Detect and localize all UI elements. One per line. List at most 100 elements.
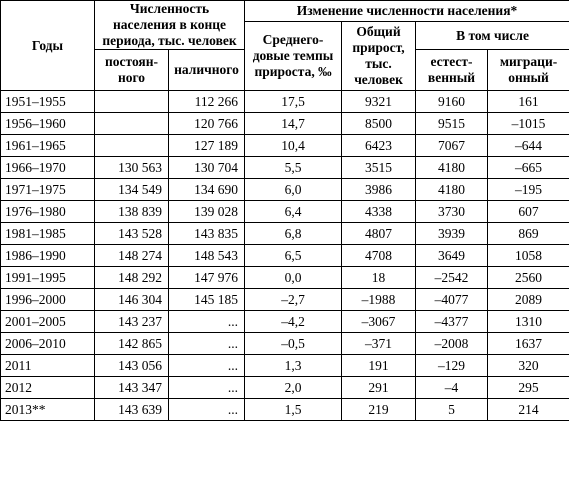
year-cell: 1981–1985: [0, 222, 95, 245]
table-row: 2013** 143 639... 1,5 219 5 214: [0, 398, 569, 421]
total-growth-cell: 4708: [341, 244, 417, 267]
total-growth-cell: 291: [341, 376, 417, 399]
year-cell: 1966–1970: [0, 156, 95, 179]
permanent-population-cell: 146 304: [94, 288, 169, 311]
year-cell: 2013**: [0, 398, 95, 421]
permanent-population-cell: 134 549: [94, 178, 169, 201]
migration-growth-cell: –1015: [487, 112, 569, 135]
avg-growth-rate-cell: 6,0: [244, 178, 343, 201]
table-row: 1991–1995 148 292 147 976 0,0 18 –2542 2560: [0, 266, 569, 289]
natural-growth-cell: 7067: [415, 134, 489, 157]
present-population-cell: ...: [167, 332, 246, 355]
including-header: В том числе: [415, 21, 569, 50]
table-row: 1951–1955 112 266 17,5 9321 9160 161: [0, 90, 569, 113]
avg-growth-rate-cell: 1,5: [244, 398, 343, 421]
natural-growth-cell: 4180: [415, 156, 489, 179]
natural-growth-cell: 9515: [415, 112, 489, 135]
year-cell: 1961–1965: [0, 134, 95, 157]
avg-growth-rate-cell: –4,2: [244, 310, 343, 333]
natural-growth-cell: –4077: [415, 288, 489, 311]
present-population-cell: 143 835: [167, 222, 246, 245]
present-population-cell: 145 185: [167, 288, 246, 311]
avg-growth-rate-cell: –2,7: [244, 288, 343, 311]
table-row: 2011 143 056... 1,3 191 –129 320: [0, 354, 569, 377]
year-cell: 2012: [0, 376, 95, 399]
migration-growth-cell: 869: [487, 222, 569, 245]
table-row: 1976–1980 138 839 139 028 6,4 4338 3730 607: [0, 200, 569, 223]
table-header: Годы Численность населения в конце перио…: [0, 0, 569, 91]
year-cell: 2011: [0, 354, 95, 377]
table-row: 1996–2000 146 304 145 185 –2,7 –1988 –4077 208…: [0, 288, 569, 311]
migration-growth-cell: 1637: [487, 332, 569, 355]
avg-growth-rate-cell: 5,5: [244, 156, 343, 179]
migration-growth-cell: 295: [487, 376, 569, 399]
permanent-header: постоян­ного: [94, 49, 169, 91]
migration-growth-cell: 2089: [487, 288, 569, 311]
total-growth-cell: 4338: [341, 200, 417, 223]
permanent-population-cell: 130 563: [94, 156, 169, 179]
avg-growth-rate-cell: 2,0: [244, 376, 343, 399]
table-row: 2001–2005 143 237... –4,2 –3067 –4377 1310: [0, 310, 569, 333]
total-growth-cell: 9321: [341, 90, 417, 113]
natural-growth-cell: –2008: [415, 332, 489, 355]
population-table: Годы Численность населения в конце перио…: [0, 0, 569, 421]
migration-growth-cell: –644: [487, 134, 569, 157]
present-population-cell: 147 976: [167, 266, 246, 289]
natural-growth-cell: 4180: [415, 178, 489, 201]
migration-growth-cell: –195: [487, 178, 569, 201]
present-population-cell: ...: [167, 376, 246, 399]
permanent-population-cell: 138 839: [94, 200, 169, 223]
table-row: 1981–1985 143 528 143 835 6,8 4807 3939 869: [0, 222, 569, 245]
avg-growth-rate-cell: 14,7: [244, 112, 343, 135]
years-header: Годы: [0, 0, 95, 91]
year-cell: 1951–1955: [0, 90, 95, 113]
year-cell: 1996–2000: [0, 288, 95, 311]
natural-growth-cell: –2542: [415, 266, 489, 289]
avg-growth-rate-cell: 17,5: [244, 90, 343, 113]
total-growth-cell: 219: [341, 398, 417, 421]
year-cell: 2006–2010: [0, 332, 95, 355]
permanent-population-cell: 143 528: [94, 222, 169, 245]
permanent-population-cell: 148 274: [94, 244, 169, 267]
permanent-population-cell: 143 347: [94, 376, 169, 399]
avg-growth-rate-cell: 1,3: [244, 354, 343, 377]
year-cell: 1976–1980: [0, 200, 95, 223]
permanent-population-cell: 143 639: [94, 398, 169, 421]
present-population-cell: ...: [167, 310, 246, 333]
natural-growth-cell: 9160: [415, 90, 489, 113]
natural-growth-cell: 3649: [415, 244, 489, 267]
permanent-population-cell: [94, 90, 169, 113]
year-cell: 1971–1975: [0, 178, 95, 201]
present-population-cell: 127 189: [167, 134, 246, 157]
present-population-cell: 112 266: [167, 90, 246, 113]
total-growth-cell: 3986: [341, 178, 417, 201]
change-group-header: Изменение численности населения*: [244, 0, 569, 22]
year-cell: 2001–2005: [0, 310, 95, 333]
permanent-population-cell: 148 292: [94, 266, 169, 289]
migration-growth-cell: 161: [487, 90, 569, 113]
present-population-cell: 120 766: [167, 112, 246, 135]
table-row: 1961–1965 127 189 10,4 6423 7067 –644: [0, 134, 569, 157]
avg-growth-rate-cell: 6,5: [244, 244, 343, 267]
present-header: наличного: [167, 49, 246, 91]
avg-growth-rate-cell: –0,5: [244, 332, 343, 355]
avg-growth-rate-cell: 6,8: [244, 222, 343, 245]
natural-growth-cell: 3730: [415, 200, 489, 223]
avg-growth-header: Среднего­довые темпы прироста, ‰: [244, 21, 343, 91]
table-row: 1966–1970 130 563 130 704 5,5 3515 4180 –665: [0, 156, 569, 179]
total-growth-cell: 8500: [341, 112, 417, 135]
permanent-population-cell: [94, 134, 169, 157]
table-row: 2012 143 347... 2,0 291 –4 295: [0, 376, 569, 399]
migration-growth-cell: 1058: [487, 244, 569, 267]
avg-growth-rate-cell: 10,4: [244, 134, 343, 157]
permanent-population-cell: 143 056: [94, 354, 169, 377]
table-row: 1986–1990 148 274 148 543 6,5 4708 3649 1058: [0, 244, 569, 267]
present-population-cell: ...: [167, 354, 246, 377]
year-cell: 1991–1995: [0, 266, 95, 289]
total-growth-cell: 6423: [341, 134, 417, 157]
table-body: 1951–1955 112 266 17,5 9321 9160 161 1956–1960…: [0, 90, 569, 421]
present-population-cell: 134 690: [167, 178, 246, 201]
migration-header: миграци­онный: [487, 49, 569, 91]
present-population-cell: ...: [167, 398, 246, 421]
total-growth-header: Общий прирост, тыс. человек: [341, 21, 417, 91]
